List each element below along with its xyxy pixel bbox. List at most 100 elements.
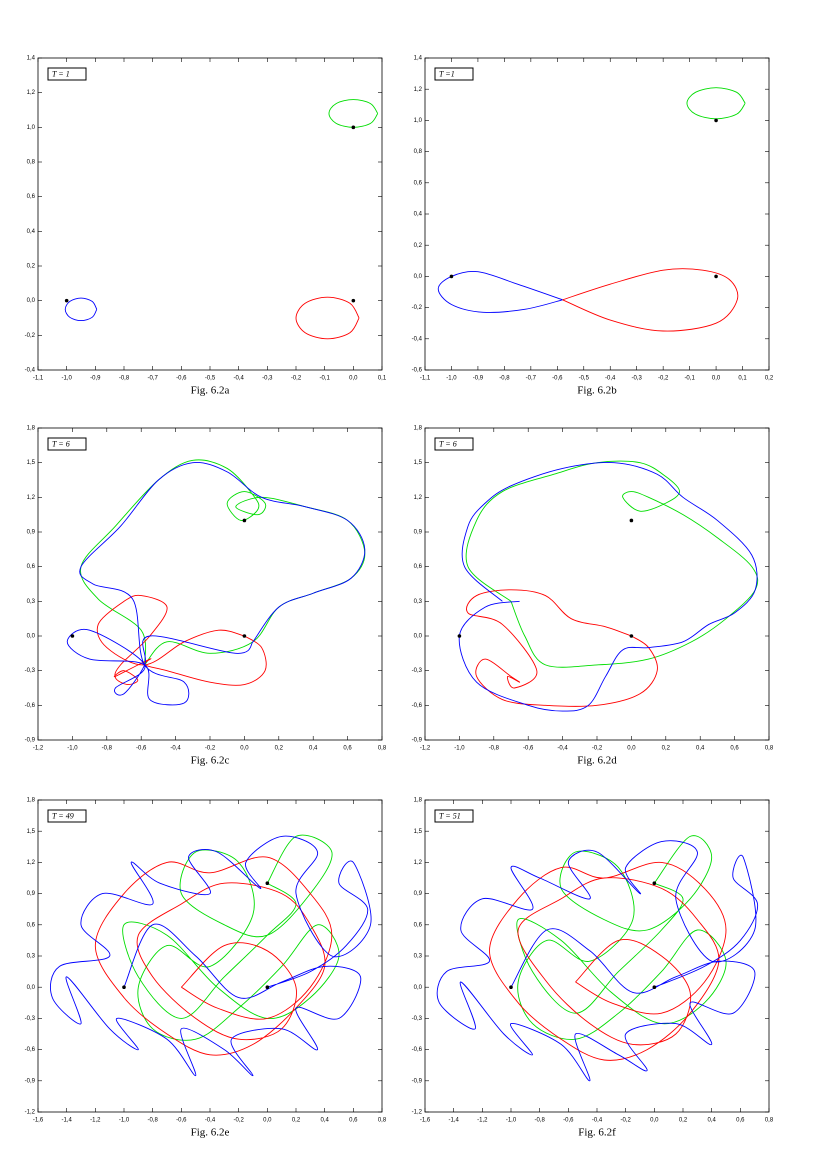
x-tick-label: 0,2 bbox=[292, 1118, 301, 1124]
trajectory bbox=[122, 834, 340, 1041]
trajectory bbox=[465, 460, 759, 668]
y-tick-label: 0,9 bbox=[27, 891, 36, 897]
y-tick-label: 0,4 bbox=[27, 229, 36, 235]
y-tick-label: -0,9 bbox=[412, 1078, 423, 1084]
x-tick-label: -0,1 bbox=[319, 376, 330, 382]
y-tick-label: -0,9 bbox=[412, 738, 423, 744]
annotation: T = 49 bbox=[52, 811, 74, 820]
plot-area bbox=[50, 834, 372, 1077]
y-tick-label: -0,3 bbox=[412, 668, 423, 674]
x-tick-label: 0,6 bbox=[730, 746, 739, 752]
x-tick-label: -1,2 bbox=[33, 746, 44, 752]
plot-frame bbox=[424, 57, 770, 371]
trajectory bbox=[562, 268, 739, 332]
x-tick-label: -0,2 bbox=[291, 376, 302, 382]
y-tick-label: 0,2 bbox=[27, 264, 36, 270]
x-tick-label: 0,6 bbox=[343, 746, 352, 752]
y-tick-label: 1,8 bbox=[27, 426, 36, 432]
trajectory bbox=[437, 270, 563, 313]
y-tick-label: 0,3 bbox=[414, 954, 423, 960]
y-tick-label: 0,2 bbox=[414, 243, 423, 249]
plot-area bbox=[64, 99, 379, 340]
body-marker bbox=[265, 985, 270, 989]
y-tick-label: 0,6 bbox=[414, 922, 423, 928]
body-marker bbox=[64, 298, 69, 303]
x-tick-label: -0,7 bbox=[147, 376, 158, 382]
x-tick-label: -0,8 bbox=[119, 376, 130, 382]
plot-area bbox=[436, 835, 758, 1082]
x-tick-label: -1,6 bbox=[420, 1118, 431, 1124]
body-marker bbox=[449, 274, 454, 279]
x-tick-label: 0,0 bbox=[650, 1118, 659, 1124]
body-marker bbox=[509, 985, 513, 989]
x-tick-label: 0,4 bbox=[320, 1118, 329, 1124]
x-tick-label: -0,3 bbox=[262, 376, 273, 382]
trajectory bbox=[64, 297, 98, 322]
x-tick-label: -0,6 bbox=[552, 376, 563, 382]
x-tick-label: 0,4 bbox=[309, 746, 318, 752]
x-tick-label: 0,2 bbox=[275, 746, 284, 752]
y-tick-label: 0,9 bbox=[27, 530, 36, 536]
x-tick-label: 0,6 bbox=[349, 1118, 358, 1124]
body-marker bbox=[122, 985, 126, 989]
x-tick-label: -0,6 bbox=[563, 1118, 574, 1124]
x-tick-label: 0,2 bbox=[765, 376, 774, 382]
trajectory bbox=[466, 589, 658, 707]
caption: Fig. 6.2d bbox=[577, 755, 617, 767]
y-tick-label: -1,2 bbox=[25, 1110, 36, 1116]
plot-frame bbox=[37, 427, 383, 741]
caption: Fig. 6.2a bbox=[191, 385, 230, 397]
x-tick-label: -1,1 bbox=[33, 376, 44, 382]
y-tick-label: -0,6 bbox=[412, 703, 423, 709]
y-tick-label: -0,3 bbox=[25, 1016, 36, 1022]
x-tick-label: 0,0 bbox=[627, 746, 636, 752]
body-marker bbox=[714, 118, 718, 123]
y-tick-label: 1,5 bbox=[27, 460, 36, 466]
y-tick-label: -0,4 bbox=[412, 336, 423, 342]
y-tick-label: 1,5 bbox=[414, 460, 423, 466]
x-tick-label: -0,4 bbox=[233, 376, 244, 382]
x-tick-label: -0,6 bbox=[523, 746, 534, 752]
trajectory bbox=[80, 459, 366, 666]
annotation-box bbox=[47, 67, 87, 81]
trajectory bbox=[436, 840, 758, 1082]
annotation: T = 51 bbox=[439, 811, 461, 820]
x-tick-label: 0,8 bbox=[765, 1118, 774, 1124]
x-tick-label: -0,3 bbox=[632, 376, 643, 382]
x-tick-label: -1,2 bbox=[477, 1118, 488, 1124]
x-tick-label: -0,4 bbox=[605, 376, 616, 382]
body-marker bbox=[242, 518, 247, 523]
y-tick-label: -0,2 bbox=[412, 305, 423, 311]
y-tick-label: 0,3 bbox=[27, 954, 36, 960]
trajectory bbox=[328, 99, 379, 128]
x-tick-label: -0,6 bbox=[136, 746, 147, 752]
annotation: T = 6 bbox=[52, 439, 70, 448]
trajectory bbox=[489, 861, 727, 1061]
x-tick-label: 0,8 bbox=[765, 746, 774, 752]
y-tick-label: 1,5 bbox=[414, 829, 423, 835]
x-tick-label: -0,2 bbox=[592, 746, 603, 752]
x-tick-label: -0,6 bbox=[176, 1118, 187, 1124]
x-tick-label: 0,8 bbox=[378, 746, 387, 752]
x-tick-label: -0,8 bbox=[499, 376, 510, 382]
x-tick-label: -0,9 bbox=[90, 376, 101, 382]
y-tick-label: 1,4 bbox=[27, 56, 36, 62]
plot-area bbox=[457, 460, 759, 712]
caption: Fig. 6.2f bbox=[578, 1127, 616, 1139]
y-tick-label: 0,0 bbox=[27, 985, 36, 991]
annotation-box bbox=[434, 809, 474, 823]
x-tick-label: -0,4 bbox=[557, 746, 568, 752]
caption: Fig. 6.2c bbox=[191, 755, 230, 767]
caption: Fig. 6.2e bbox=[191, 1127, 230, 1139]
x-tick-label: 0,2 bbox=[662, 746, 671, 752]
x-tick-label: -0,2 bbox=[658, 376, 669, 382]
annotation: T = 6 bbox=[439, 439, 457, 448]
body-marker bbox=[714, 274, 718, 279]
y-tick-label: 0,4 bbox=[414, 212, 423, 218]
body-marker bbox=[457, 634, 462, 638]
x-tick-label: -1,4 bbox=[61, 1118, 72, 1124]
x-tick-label: 0,1 bbox=[738, 376, 747, 382]
x-tick-label: 0,4 bbox=[696, 746, 705, 752]
annotation-box bbox=[434, 437, 474, 451]
x-tick-label: -0,5 bbox=[205, 376, 216, 382]
